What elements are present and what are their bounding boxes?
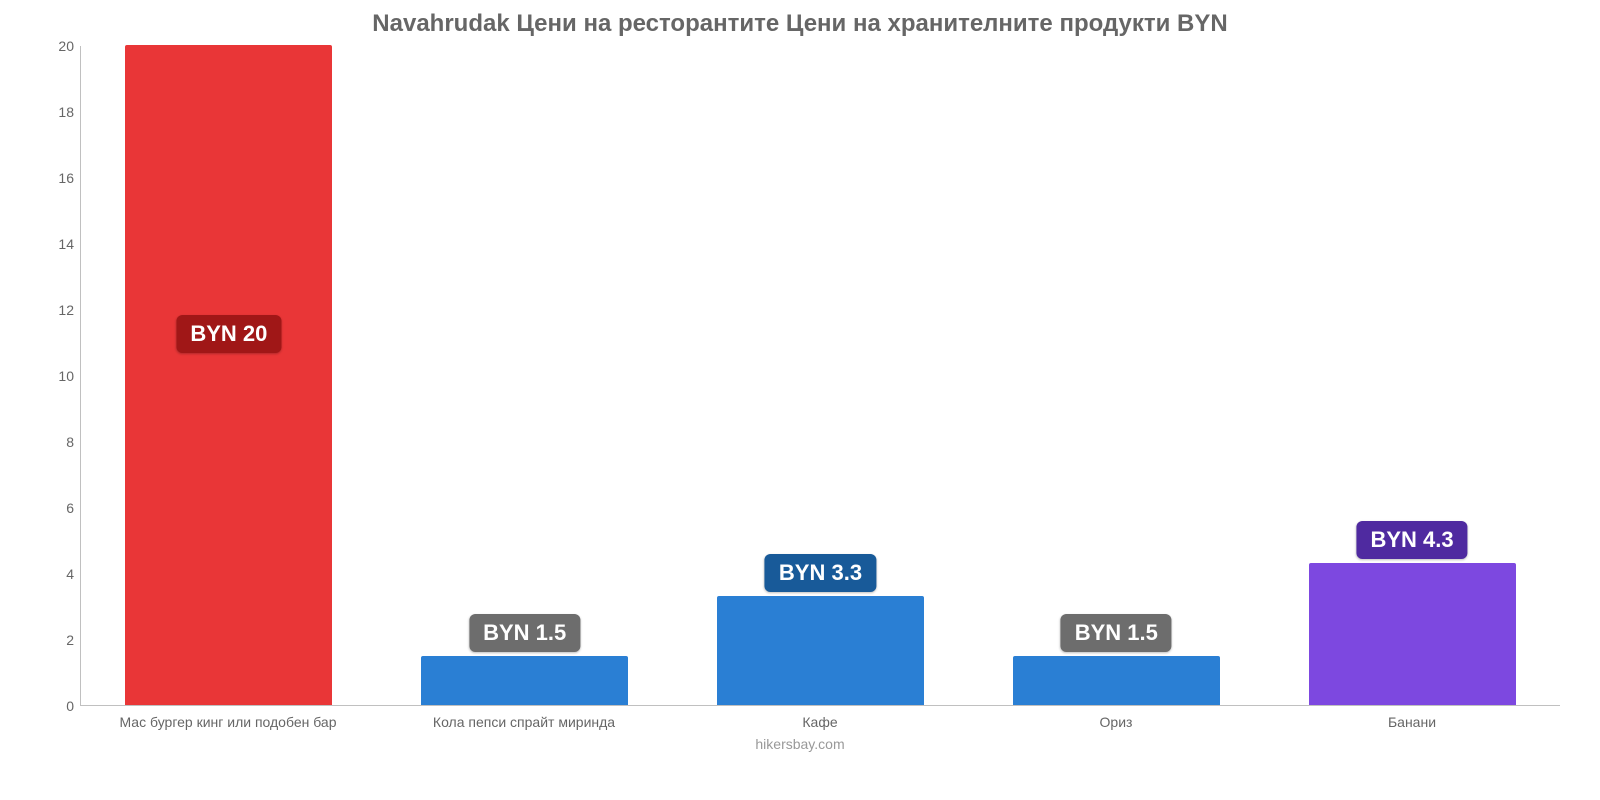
value-badge: BYN 1.5 (1061, 614, 1172, 652)
value-badge: BYN 3.3 (765, 554, 876, 592)
bar-slot: BYN 3.3 (673, 46, 969, 705)
y-tick-label: 20 (40, 38, 74, 54)
x-tick-label: Мас бургер кинг или подобен бар (80, 706, 376, 730)
plot-area: BYN 20 BYN 1.5 BYN 3.3 BYN 1.5 BYN 4.3 (80, 46, 1560, 706)
attribution: hikersbay.com (40, 736, 1560, 752)
y-tick-label: 14 (40, 236, 74, 252)
bars-container: BYN 20 BYN 1.5 BYN 3.3 BYN 1.5 BYN 4.3 (81, 46, 1560, 705)
bar-slot: BYN 1.5 (968, 46, 1264, 705)
bar: BYN 1.5 (421, 656, 628, 706)
bar-slot: BYN 1.5 (377, 46, 673, 705)
bar: BYN 20 (125, 45, 332, 705)
y-tick-label: 8 (40, 434, 74, 450)
bar: BYN 4.3 (1309, 563, 1516, 705)
y-tick-label: 16 (40, 170, 74, 186)
y-tick-label: 2 (40, 632, 74, 648)
x-tick-label: Кафе (672, 706, 968, 730)
y-axis: 02468101214161820 (40, 46, 80, 706)
y-tick-label: 0 (40, 698, 74, 714)
y-tick-label: 12 (40, 302, 74, 318)
x-axis-labels: Мас бургер кинг или подобен барКола пепс… (80, 706, 1560, 730)
x-tick-label: Кола пепси спрайт миринда (376, 706, 672, 730)
bar-slot: BYN 20 (81, 46, 377, 705)
y-tick-label: 4 (40, 566, 74, 582)
bar: BYN 3.3 (717, 596, 924, 705)
value-badge: BYN 20 (176, 315, 281, 353)
value-badge: BYN 1.5 (469, 614, 580, 652)
chart-title: Navahrudak Цени на ресторантите Цени на … (40, 10, 1560, 38)
value-badge: BYN 4.3 (1357, 521, 1468, 559)
price-bar-chart: Navahrudak Цени на ресторантите Цени на … (0, 0, 1600, 800)
y-tick-label: 6 (40, 500, 74, 516)
y-tick-label: 10 (40, 368, 74, 384)
x-tick-label: Банани (1264, 706, 1560, 730)
y-tick-label: 18 (40, 104, 74, 120)
bar: BYN 1.5 (1013, 656, 1220, 706)
plot: 02468101214161820 BYN 20BYN 1.5BYN 3.3BY… (40, 46, 1560, 706)
x-tick-label: Ориз (968, 706, 1264, 730)
bar-slot: BYN 4.3 (1264, 46, 1560, 705)
